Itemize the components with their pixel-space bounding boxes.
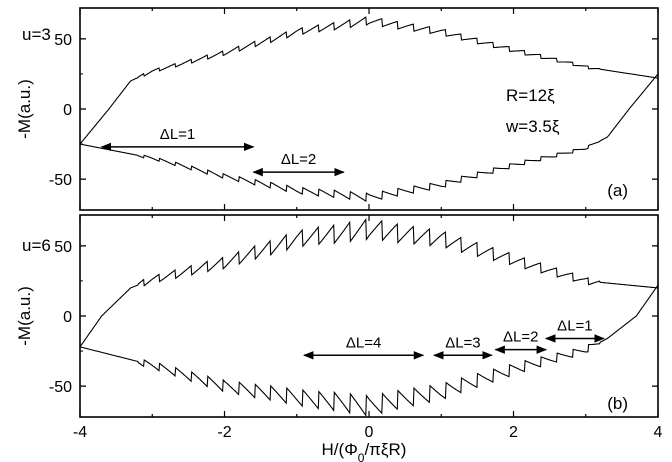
series-line-upper-branch [79,16,659,145]
y-tick-label: 50 [54,239,72,256]
x-axis-label: H/(Φ0/πξR) [322,440,407,462]
x-tick-label: -4 [73,424,87,441]
geometry-label: R=12ξ [506,86,555,105]
delta-l-label: ΔL=2 [281,151,316,168]
delta-l-label: ΔL=1 [160,126,195,143]
y-tick-label: 50 [54,32,72,49]
delta-l-label: ΔL=1 [557,317,592,334]
x-tick-label: 2 [509,424,518,441]
plot-frame [79,7,659,211]
x-tick-label: 4 [654,424,663,441]
series-line-upper-branch [79,217,658,348]
parameter-label: u=6 [22,236,51,255]
x-tick-label: -2 [217,424,231,441]
y-tick-label: -50 [49,379,72,396]
y-tick-label: 0 [63,309,72,326]
plot-frame [79,214,659,418]
panel-label: (b) [607,394,628,413]
delta-l-label: ΔL=2 [503,329,538,346]
panel-label: (a) [607,181,628,200]
y-axis-label: -M(a.u.) [15,286,34,346]
chart-panel-2: -50 0 50 -M(a.u.) ΔL=4 ΔL=3 ΔL=2 ΔL=1 u=6 (b) -4 -2… [15,214,663,441]
delta-l-label: ΔL=4 [346,334,381,351]
geometry-label: w=3.5ξ [505,117,560,136]
delta-l-label: ΔL=3 [445,334,480,351]
y-tick-label: -50 [49,172,72,189]
y-tick-label: 0 [63,102,72,119]
y-axis-label: -M(a.u.) [15,79,34,139]
series-line-lower-branch [79,284,659,417]
x-tick-label: 0 [365,424,374,441]
series-line-lower-branch [79,73,659,203]
chart-panel-1: -50 0 50 -M(a.u.) ΔL=1 ΔL=2 u=3 (a) R=12ξ w=3.5ξ [15,7,659,211]
parameter-label: u=3 [22,25,51,44]
